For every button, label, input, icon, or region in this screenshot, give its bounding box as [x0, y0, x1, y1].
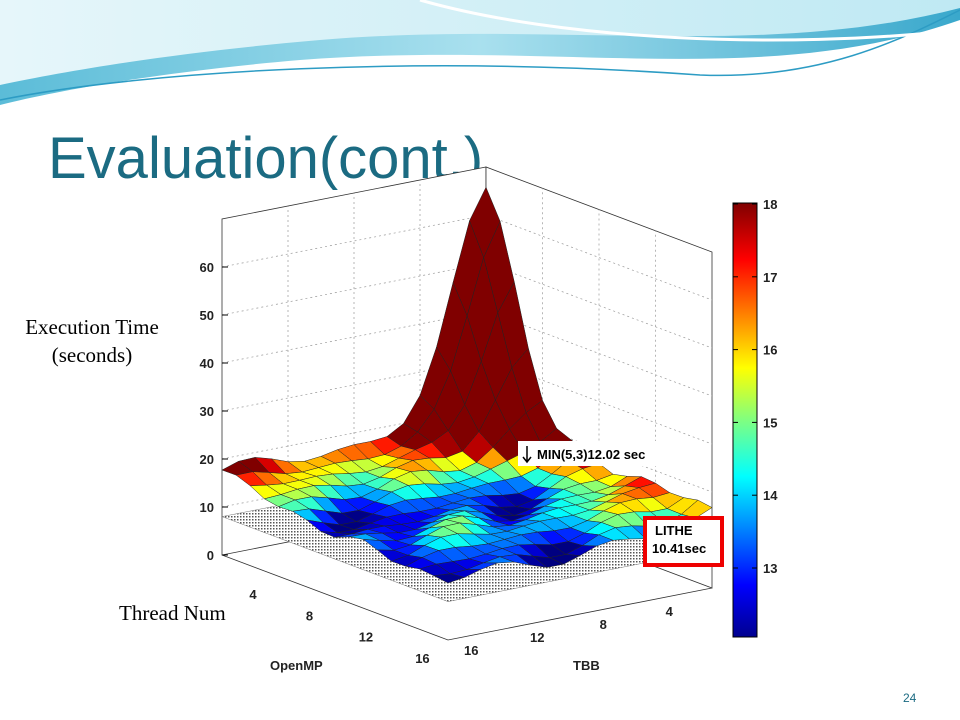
y-tick-label: 12	[530, 630, 544, 645]
colorbar	[732, 202, 758, 638]
y-axis-label: TBB	[573, 658, 600, 673]
colorbar-ticks: 13 14 15 16 17 18	[733, 197, 778, 576]
wall-grid	[221, 214, 713, 301]
z-tick-label: 40	[200, 356, 214, 371]
z-tick-label: 0	[207, 548, 214, 563]
annotation-box	[518, 441, 662, 466]
min-annotation: MIN(5,3)12.02 sec	[518, 441, 662, 466]
x-tick-label: 4	[249, 587, 257, 602]
wall-grid	[221, 358, 713, 445]
wall-grid	[221, 262, 713, 349]
colorbar-tick-label: 18	[763, 197, 777, 212]
surface-cell	[433, 573, 466, 584]
colorbar-tick-label: 16	[763, 343, 777, 358]
z-tick-label: 30	[200, 404, 214, 419]
y-tick-label: 16	[464, 643, 478, 658]
annotation-text: MIN(5,3)12.02 sec	[537, 447, 645, 462]
x-tick-label: 8	[306, 608, 313, 623]
header-wave	[0, 0, 960, 105]
page-number: 24	[903, 691, 917, 705]
x-axis-label: OpenMP	[270, 658, 323, 673]
y-tick-label: 8	[600, 617, 607, 632]
z-axis-label: (seconds)	[52, 343, 132, 367]
floor-edge	[221, 554, 713, 641]
lithe-label: LITHE	[655, 523, 693, 538]
lithe-annotation: LITHE 10.41sec	[643, 516, 724, 567]
slide-title: Evaluation(cont.)	[48, 126, 483, 191]
surface-plot: 0 10 20 30 40 50 60 4 8 12 16 16 12 8 4	[200, 166, 713, 666]
x-tick-label: 16	[415, 651, 429, 666]
highlight-box	[643, 516, 724, 567]
lithe-value: 10.41sec	[652, 541, 706, 556]
wall-grid	[221, 310, 713, 397]
z-tick-label: 20	[200, 452, 214, 467]
side-label: Thread Num	[119, 601, 226, 625]
z-tick-label: 60	[200, 260, 214, 275]
y-tick-label: 4	[666, 604, 674, 619]
z-tick-label: 50	[200, 308, 214, 323]
colorbar-tick-label: 17	[763, 270, 777, 285]
arrow	[522, 446, 532, 464]
x-tick-label: 12	[359, 630, 373, 645]
colorbar-tick-label: 13	[763, 561, 777, 576]
colorbar-tick-label: 15	[763, 415, 777, 430]
z-tick-label: 10	[200, 500, 214, 515]
colorbar-tick-label: 14	[763, 488, 778, 503]
z-axis-label: Execution Time	[25, 315, 159, 339]
